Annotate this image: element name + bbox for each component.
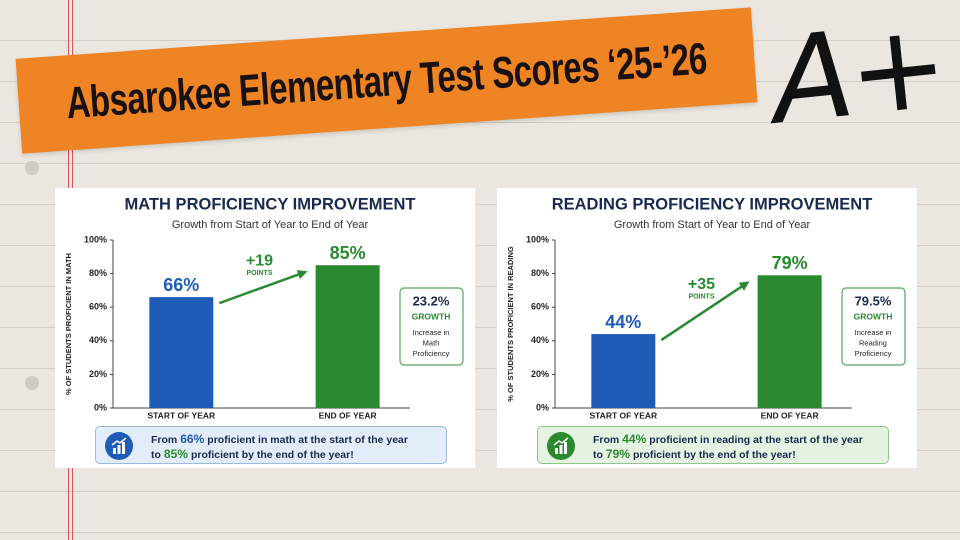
y-tick-label: 80% [531, 268, 549, 278]
title-banner: Absarokee Elementary Test Scores ‘25-’26 [15, 7, 758, 154]
value-label: 66% [163, 275, 199, 295]
y-tick-label: 100% [84, 234, 107, 244]
icon-bar [564, 442, 567, 454]
change-arrow [218, 272, 301, 305]
chart-title: READING PROFICIENCY IMPROVEMENT [552, 195, 873, 213]
growth-value: 23.2% [413, 293, 450, 308]
chart: MATH PROFICIENCY IMPROVEMENT Growth from … [64, 195, 464, 420]
value-label: 79% [772, 253, 808, 273]
footer-line: to 85% proficient by the end of the year! [151, 447, 411, 462]
footer-box: From 44% proficient in reading at the star… [537, 426, 889, 464]
footer-highlight: 79% [605, 447, 630, 461]
footer-phrase: proficient in math at the start of the y… [207, 434, 408, 446]
y-tick-label: 20% [531, 369, 549, 379]
icon-graphic [553, 437, 569, 454]
bar [591, 334, 656, 408]
growth-value: 79.5% [855, 293, 892, 308]
change-unit: POINTS [688, 294, 714, 301]
footer-phrase: to [151, 449, 161, 461]
footer-box: From 66% proficient in math at the start o… [95, 426, 447, 464]
x-tick-label: START OF YEAR [147, 410, 215, 420]
footer-icon [547, 432, 575, 460]
footer-highlight: 44% [622, 432, 647, 446]
footer-line: From 44% proficient in reading at the star… [593, 432, 866, 447]
y-tick-label: 80% [89, 268, 107, 278]
chart-panel: MATH PROFICIENCY IMPROVEMENT Growth from … [55, 188, 475, 468]
footer-line: From 66% proficient in math at the start o… [151, 432, 411, 447]
arrow-head [296, 270, 308, 280]
chart-subtitle: Growth from Start of Year to End of Year [614, 219, 811, 231]
growth-note: Proficiency [855, 349, 892, 358]
bar [757, 275, 822, 408]
y-tick-label: 60% [531, 302, 549, 312]
footer-text: From 66% proficient in math at the start o… [151, 432, 411, 462]
footer-phrase: From [593, 434, 620, 446]
growth-box [841, 287, 906, 366]
binder-hole [25, 376, 39, 390]
growth-note: Increase in [413, 328, 450, 337]
grade: A+ [765, 0, 951, 151]
chart-title: MATH PROFICIENCY IMPROVEMENT [125, 195, 416, 213]
footer-phrase: proficient by the end of the year! [632, 449, 796, 461]
y-tick-label: 60% [89, 302, 107, 312]
arrow-head [738, 281, 750, 291]
y-tick-label: 0% [536, 402, 549, 412]
chart: READING PROFICIENCY IMPROVEMENT Growth fr… [506, 195, 906, 420]
growth-note: Proficiency [413, 349, 450, 358]
change-value: +19 [246, 252, 273, 269]
change-arrow [660, 284, 744, 342]
footer-phrase: to [593, 449, 603, 461]
value-label: 85% [330, 243, 366, 263]
y-tick-label: 0% [94, 402, 107, 412]
icon-trend [111, 437, 127, 446]
icon-bar [113, 448, 116, 454]
chart-panel: READING PROFICIENCY IMPROVEMENT Growth fr… [497, 188, 917, 468]
footer-highlight: 85% [163, 447, 188, 461]
page-title: Absarokee Elementary Test Scores ‘25-’26 [64, 32, 709, 128]
change-value: +35 [688, 276, 715, 293]
footer-text: From 44% proficient in reading at the star… [593, 432, 866, 462]
growth-box [399, 287, 464, 366]
bar [149, 297, 214, 408]
growth-label: GROWTH [854, 311, 893, 321]
y-tick-label: 100% [526, 234, 549, 244]
footer-phrase: proficient in reading at the start of th… [649, 434, 863, 446]
chart-subtitle: Growth from Start of Year to End of Year [172, 219, 369, 231]
change-unit: POINTS [246, 270, 272, 277]
footer-phrase: From [151, 434, 178, 446]
footer-phrase: proficient by the end of the year! [190, 449, 354, 461]
icon-bar [122, 442, 125, 454]
growth-note: Math [423, 338, 440, 347]
growth-label: GROWTH [412, 311, 451, 321]
icon-trend [553, 437, 569, 446]
footer-highlight: 66% [180, 432, 205, 446]
y-tick-label: 20% [89, 369, 107, 379]
x-tick-label: END OF YEAR [761, 410, 819, 420]
icon-bar [559, 445, 563, 454]
y-tick-label: 40% [89, 335, 107, 345]
x-tick-label: START OF YEAR [589, 410, 657, 420]
growth-note: Increase in [855, 328, 892, 337]
footer-line: to 79% proficient by the end of the year! [593, 447, 866, 462]
growth-note: Reading [859, 338, 887, 347]
bar [315, 265, 380, 408]
x-tick-label: END OF YEAR [319, 410, 377, 420]
icon-bar [117, 445, 121, 454]
y-tick-label: 40% [531, 335, 549, 345]
y-axis-label: % OF STUDENTS PROFICIENT IN READING [506, 246, 515, 402]
value-label: 44% [605, 312, 641, 332]
binder-hole [25, 161, 39, 175]
y-axis-label: % OF STUDENTS PROFICIENT IN MATH [64, 253, 73, 395]
icon-bar [555, 448, 558, 454]
footer-icon [105, 432, 133, 460]
icon-graphic [111, 437, 127, 454]
